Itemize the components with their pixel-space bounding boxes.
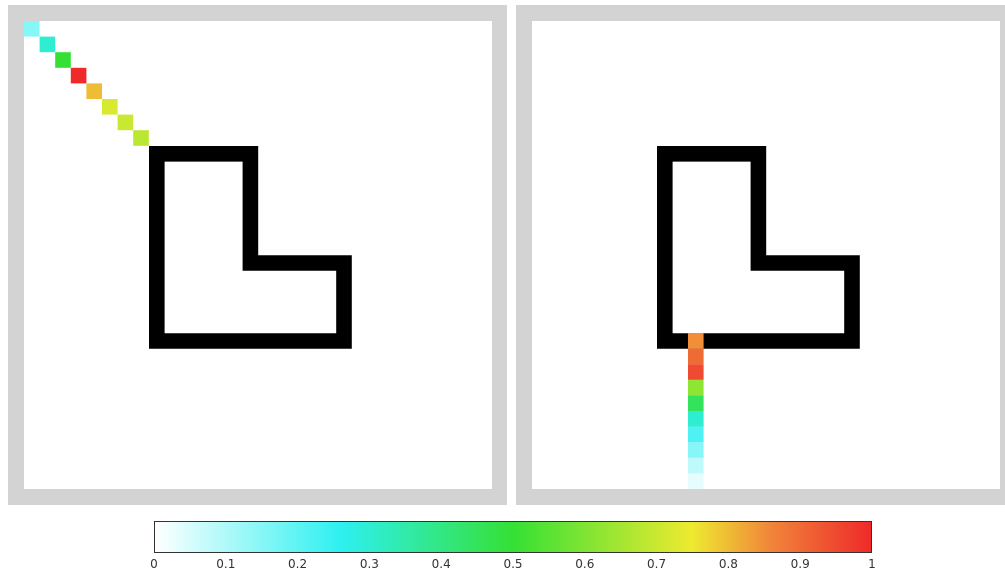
trail-cell: [688, 411, 704, 427]
trail-cell: [688, 426, 704, 443]
colorbar-ticks: 0 0.1 0.2 0.3 0.4 0.5 0.6 0.7 0.8 0.9 1: [0, 557, 1005, 577]
colorbar-tick-label: 0.2: [288, 557, 308, 571]
left-grid-svg: [24, 21, 352, 349]
right-panel: [516, 5, 1005, 505]
colorbar-tick-label: 0.3: [359, 557, 379, 571]
trail-cell: [55, 52, 71, 68]
trail-cell: [688, 348, 704, 365]
left-panel: [8, 5, 507, 505]
trail-cell: [39, 36, 56, 53]
trail-cell: [133, 130, 149, 146]
trail-cell: [688, 364, 704, 380]
colorbar-tick-label: 0: [150, 557, 158, 571]
trail-cell: [86, 83, 102, 99]
colorbar-tick-label: 0.5: [503, 557, 523, 571]
trail-cell: [688, 442, 704, 458]
colorbar-tick-label: 1: [868, 557, 876, 571]
trail-cell: [688, 333, 704, 349]
trail-cell: [117, 114, 134, 131]
trail-cell: [70, 67, 87, 84]
trail-cell: [688, 457, 704, 474]
colorbar-tick-label: 0.7: [647, 557, 667, 571]
l-shaped-obstacle: [657, 146, 860, 349]
colorbar-tick-label: 0.1: [216, 557, 236, 571]
trail-cell: [102, 99, 118, 115]
colorbar-tick-label: 0.9: [790, 557, 810, 571]
trail-cell: [688, 379, 704, 396]
colorbar-tick-label: 0.6: [575, 557, 595, 571]
right-grid-svg: [657, 146, 860, 489]
trail-cell: [688, 395, 704, 411]
colorbar-tick-label: 0.4: [431, 557, 451, 571]
colorbar: [154, 521, 872, 553]
trail-cell: [688, 473, 704, 489]
l-shaped-obstacle: [149, 146, 352, 349]
colorbar-tick-label: 0.8: [718, 557, 738, 571]
trail-cell: [24, 21, 40, 37]
